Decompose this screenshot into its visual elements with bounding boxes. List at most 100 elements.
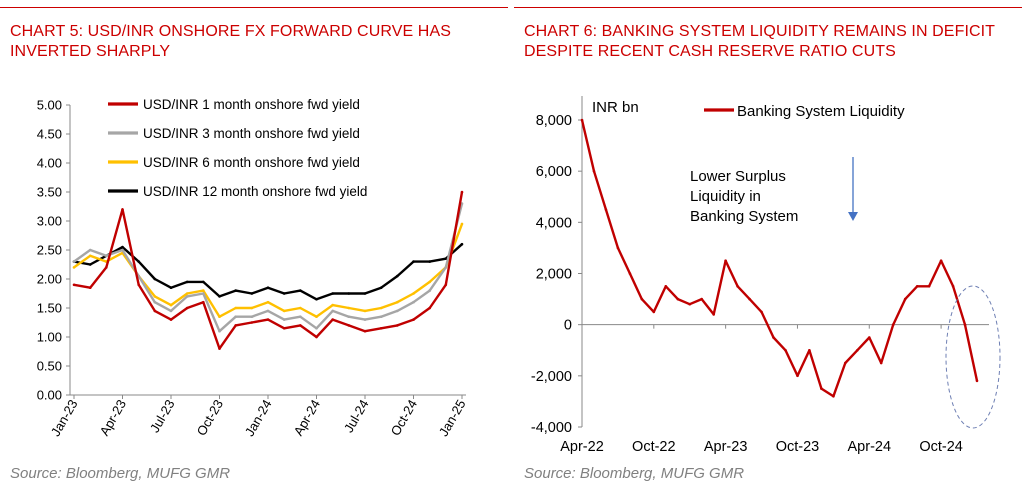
chart6-y-tick-label: 2,000 xyxy=(536,267,572,283)
chart5-data-point xyxy=(379,315,383,319)
chart6-data-point xyxy=(856,349,859,352)
chart5-data-point xyxy=(72,260,76,263)
chart5-data-point xyxy=(202,300,205,304)
chart5-data-point xyxy=(363,329,367,333)
chart5-data-point xyxy=(185,295,189,298)
chart5-data-point xyxy=(460,190,464,194)
chart5-plot: 0.00 0.50 1.00 1.50 2.00 2.50 3.00 3.50 4.00 4.50… xyxy=(37,97,469,439)
chart5-data-point xyxy=(331,303,335,307)
chart6-annotation-line: Lower Surplus xyxy=(690,168,786,185)
chart5-x-tick-label: Apr-24 xyxy=(291,397,324,438)
chart5-data-point xyxy=(169,303,173,307)
chart5-data-point xyxy=(428,306,432,310)
chart5-y-tick-label: 2.00 xyxy=(37,272,62,287)
chart5-data-point xyxy=(137,260,140,263)
chart5-data-point xyxy=(331,292,335,295)
chart6-data-point xyxy=(808,349,811,352)
chart5-data-point xyxy=(218,315,221,319)
chart6-data-point xyxy=(592,169,596,173)
chart5-data-point xyxy=(185,280,189,284)
chart5-data-point xyxy=(218,329,221,333)
chart6-data-point xyxy=(868,336,871,339)
chart6-data-point xyxy=(784,349,787,352)
chart6-annotation-line: Liquidity in xyxy=(690,188,761,205)
chart5-data-point xyxy=(363,292,367,295)
chart5-data-point xyxy=(266,318,270,321)
chart5-y-tick-label: 0.50 xyxy=(37,359,62,374)
chart6-y-tick-label: 0 xyxy=(564,318,572,334)
chart6-plot: 8,000 6,000 4,000 2,000 0 -2,000 -4,000 Apr-22 O… xyxy=(531,96,1001,455)
chart6-data-point xyxy=(652,310,656,314)
chart5-data-point xyxy=(202,289,205,292)
chart5-data-point xyxy=(379,327,383,330)
chart6-data-point xyxy=(844,361,847,365)
chart5-data-point xyxy=(282,327,286,330)
chart5-data-point xyxy=(363,318,367,321)
chart5-data-point xyxy=(185,306,189,310)
chart5-data-point xyxy=(396,324,399,327)
chart5-data-point xyxy=(315,315,318,319)
chart5-data-point xyxy=(169,318,173,321)
chart5-data-point xyxy=(396,300,399,304)
chart5-data-point xyxy=(347,306,351,310)
chart5-y-tick-label: 4.50 xyxy=(37,127,62,142)
chart6-data-point xyxy=(903,297,907,301)
chart5-data-point xyxy=(202,292,205,295)
chart5-x-tick-label: Apr-23 xyxy=(97,397,130,438)
chart5-data-point xyxy=(72,266,76,269)
chart5-data-point xyxy=(331,309,335,313)
chart5-data-point xyxy=(105,266,108,269)
chart6-data-point xyxy=(736,285,739,288)
chart6-highlight-ellipse xyxy=(945,285,1001,429)
chart5-data-point xyxy=(250,321,254,324)
chart5-x-tick-label: Jul-24 xyxy=(341,397,372,435)
chart5-data-point xyxy=(169,286,173,290)
chart5-data-point xyxy=(234,306,237,310)
chart5-data-point xyxy=(412,318,415,321)
chart5-data-point xyxy=(137,283,140,287)
chart6-x-tick-label: Apr-24 xyxy=(848,439,892,455)
chart5-data-point xyxy=(444,257,448,261)
chart5-data-point xyxy=(72,283,76,287)
chart6-series-line xyxy=(580,119,979,398)
chart5-data-point xyxy=(347,324,351,327)
chart5-data-point xyxy=(460,202,464,205)
chart5-data-point xyxy=(169,309,173,313)
chart6-data-point xyxy=(712,313,715,316)
chart5-data-point xyxy=(266,286,270,290)
chart5-data-point xyxy=(379,306,383,310)
chart5-y-tick-label: 3.00 xyxy=(37,214,62,229)
chart5-y-tick-label: 2.50 xyxy=(37,243,62,258)
chart5-legend-label-2: USD/INR 3 month onshore fwd yield xyxy=(143,126,360,141)
chart6-x-tick-label: Apr-23 xyxy=(704,439,748,455)
chart6-data-point xyxy=(951,285,955,288)
chart6-data-point xyxy=(879,361,883,365)
chart6-data-point xyxy=(796,374,799,378)
chart5-data-point xyxy=(379,286,383,290)
chart6-y-tick-label: 4,000 xyxy=(536,215,572,231)
chart5-data-point xyxy=(153,277,157,281)
chart6-y-tick-label: 8,000 xyxy=(536,113,572,129)
chart6-data-point xyxy=(604,208,608,211)
chart5-data-point xyxy=(315,298,318,301)
chart5-data-point xyxy=(185,292,189,295)
chart5-data-point xyxy=(299,324,302,327)
chart5-x-tick-label: Oct-24 xyxy=(388,397,420,438)
chart5-x-tick-label: Jan-24 xyxy=(242,397,275,439)
chart5-data-point xyxy=(282,318,286,321)
chart5-data-point xyxy=(412,300,415,304)
chart6-y-tick-label: -4,000 xyxy=(531,420,572,436)
chart5-data-point xyxy=(218,347,221,350)
chart5-panel: CHART 5: USD/INR ONSHORE FX FORWARD CURV… xyxy=(0,0,508,500)
chart6-y-tick-label: 6,000 xyxy=(536,164,572,180)
chart5-data-point xyxy=(412,292,415,295)
chart5-data-point xyxy=(234,324,237,327)
chart5-data-point xyxy=(88,286,92,290)
chart6-data-point xyxy=(963,323,967,327)
chart5-data-point xyxy=(121,208,124,211)
chart5-data-point xyxy=(428,260,432,263)
chart5-data-point xyxy=(444,266,448,269)
chart6-annotation-line: Banking System xyxy=(690,208,798,225)
chart5-data-point xyxy=(282,292,286,295)
chart5-x-tick-label: Jan-25 xyxy=(436,397,469,439)
